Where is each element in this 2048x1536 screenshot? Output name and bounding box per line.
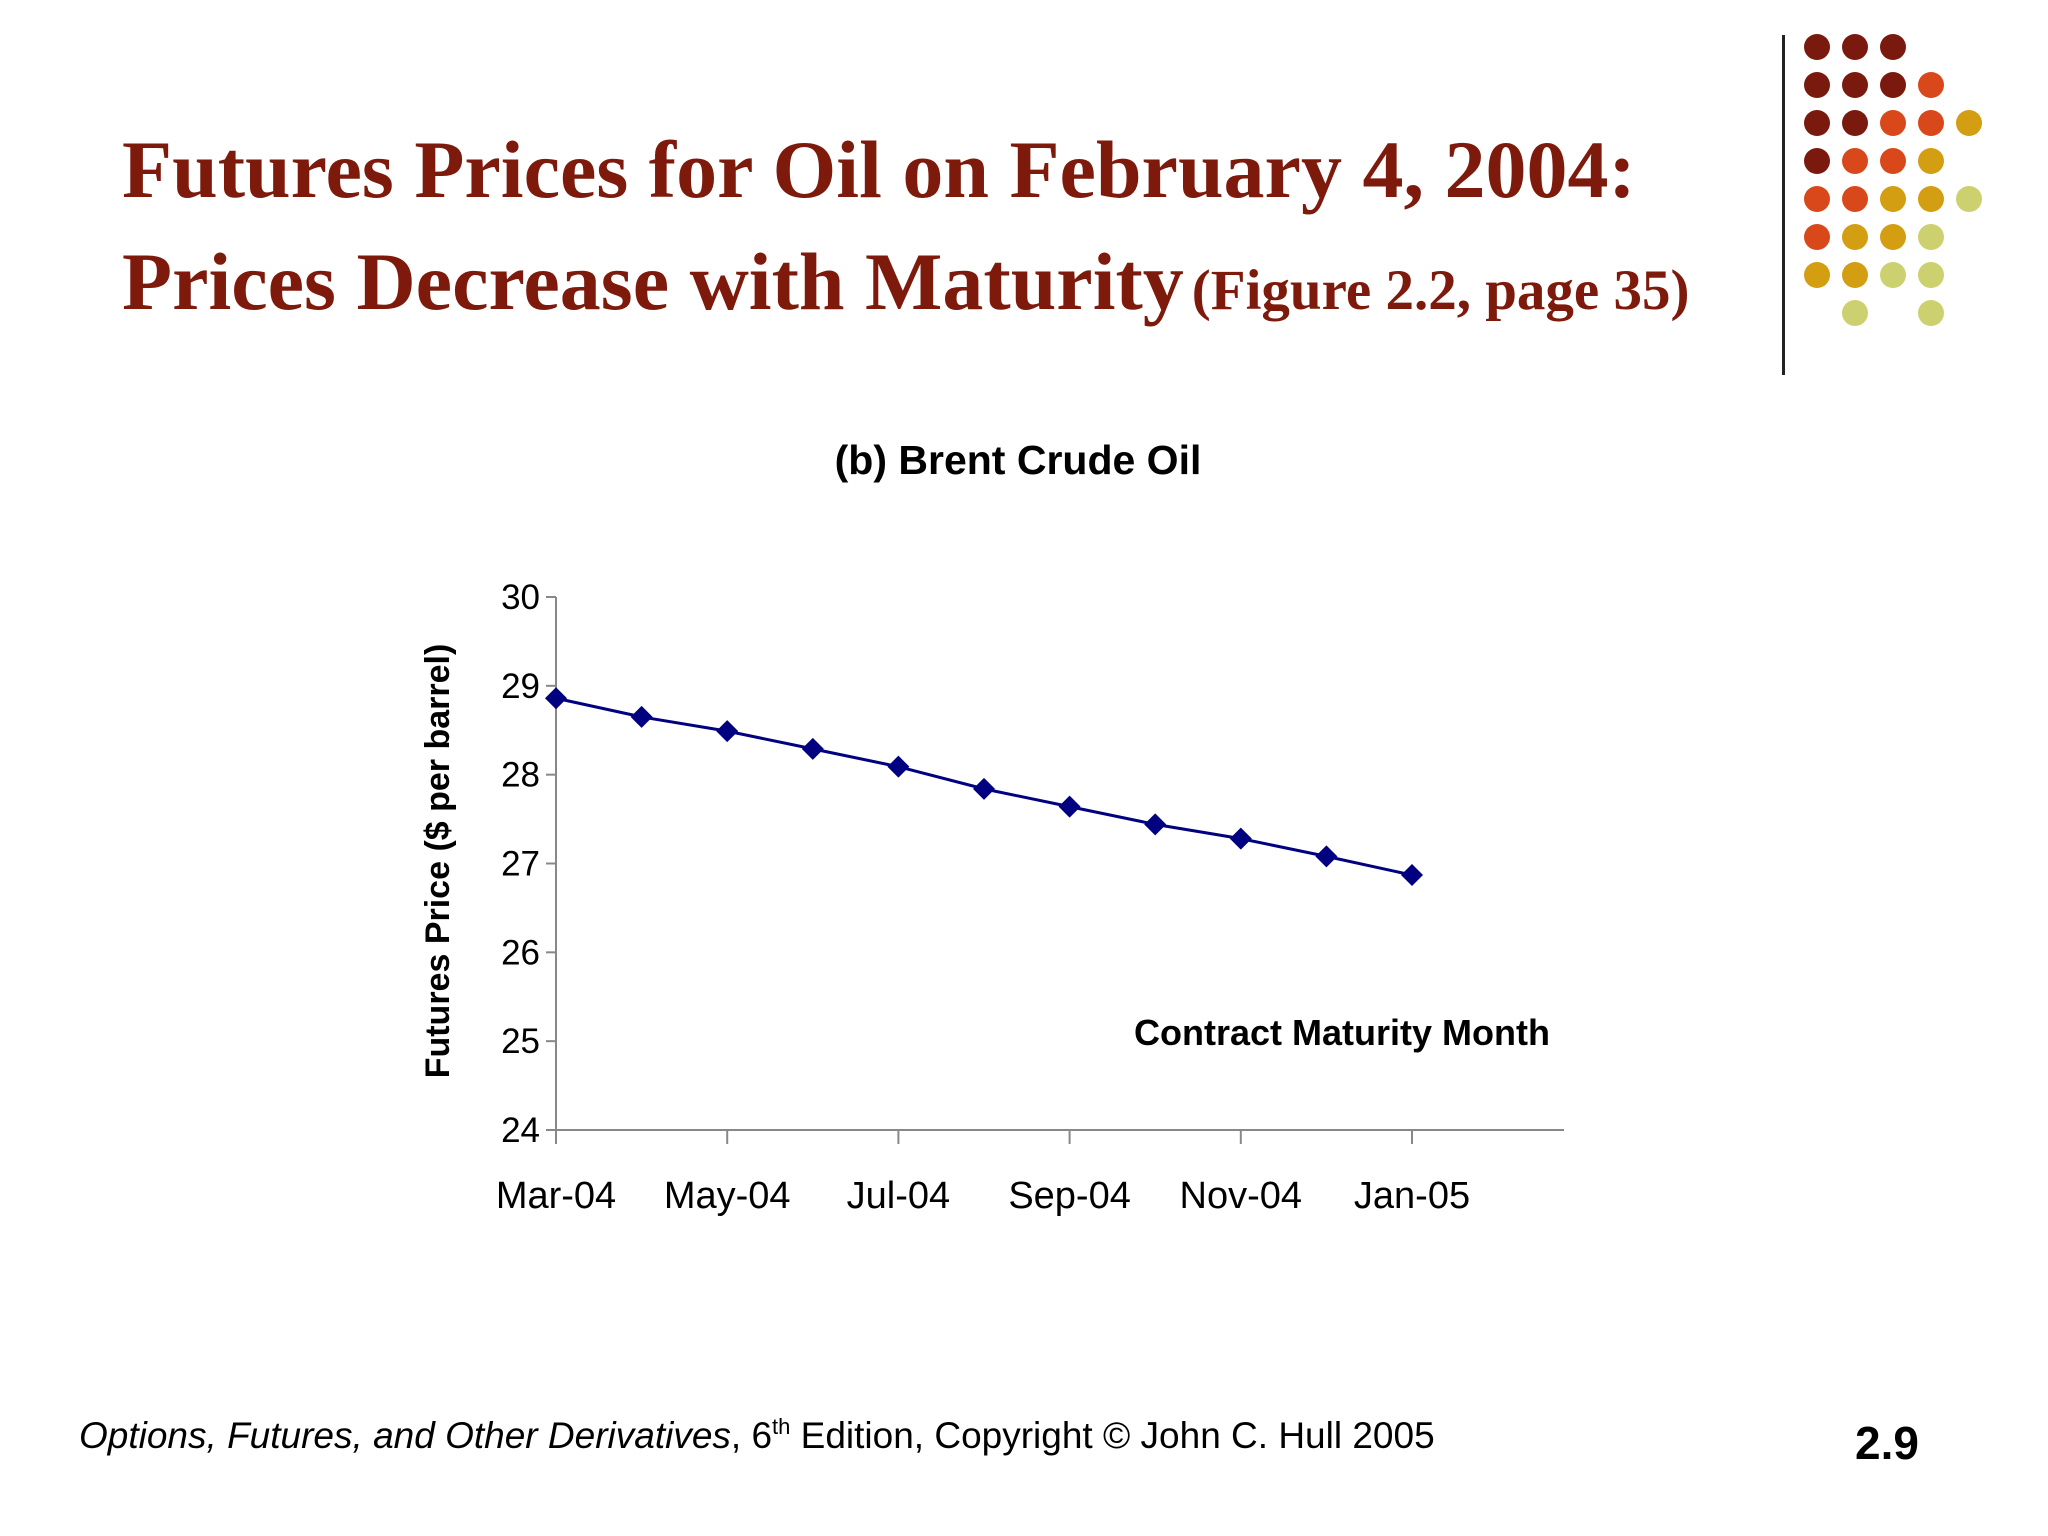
decorative-dot [1918, 262, 1944, 288]
data-point [1229, 827, 1252, 850]
data-point [973, 777, 995, 800]
title-line-1: Futures Prices for Oil on February 4, 20… [122, 124, 1636, 215]
decorative-dot [1804, 34, 1830, 60]
decorative-dot [1842, 186, 1868, 212]
decorative-dot [1918, 300, 1944, 326]
data-point [1315, 845, 1338, 868]
data-point [630, 705, 653, 728]
decorative-dot [1804, 148, 1830, 174]
footer-edition-number: 6 [751, 1415, 773, 1456]
decorative-dot [1804, 110, 1830, 136]
y-axis-label: Futures Price ($ per barrel) [419, 644, 457, 1079]
decorative-dot [1842, 224, 1868, 250]
decorative-dot [1804, 72, 1830, 98]
y-tick-label: 26 [501, 933, 540, 972]
footer-book-title: Options, Futures, and Other Derivatives [79, 1415, 731, 1456]
decorative-dot [1804, 186, 1830, 212]
decorative-dot [1880, 72, 1906, 98]
footer-citation: Options, Futures, and Other Derivatives,… [79, 1414, 1435, 1457]
y-tick-label: 24 [501, 1111, 540, 1150]
x-tick-label: Jan-05 [1354, 1175, 1470, 1217]
decorative-dot [1880, 110, 1906, 136]
data-point [545, 687, 567, 710]
decorative-dot [1956, 110, 1982, 136]
title-figure-ref: (Figure 2.2, page 35) [1191, 259, 1690, 322]
brent-crude-chart: (b) Brent Crude Oil Futures Price ($ per… [419, 437, 1564, 1217]
decorative-dot [1880, 148, 1906, 174]
x-tick-label: Mar-04 [496, 1175, 616, 1217]
x-tick-label: Nov-04 [1180, 1175, 1303, 1217]
page-number: 2.9 [1855, 1417, 1919, 1469]
data-point [1144, 813, 1167, 836]
decorative-dot [1880, 262, 1906, 288]
decorative-dot [1842, 262, 1868, 288]
data-point [801, 737, 824, 760]
data-point [1401, 864, 1423, 887]
decorative-dot-grid [1804, 34, 1982, 326]
y-tick-label: 25 [501, 1022, 540, 1061]
decorative-dot [1842, 72, 1868, 98]
y-tick-label: 28 [501, 756, 540, 795]
x-tick-label: May-04 [664, 1175, 791, 1217]
title-line-2: Prices Decrease with Maturity [122, 236, 1184, 327]
decorative-dot [1918, 148, 1944, 174]
y-tick-label: 29 [501, 667, 540, 706]
decorative-dot [1804, 262, 1830, 288]
x-axis-label: Contract Maturity Month [1134, 1012, 1550, 1053]
chart-title: (b) Brent Crude Oil [835, 437, 1202, 483]
decorative-dot [1880, 186, 1906, 212]
footer-copyright: Edition, Copyright © John C. Hull 2005 [790, 1415, 1435, 1456]
data-point [1058, 795, 1081, 818]
x-tick-label: Jul-04 [847, 1175, 951, 1217]
decorative-dot [1918, 224, 1944, 250]
decorative-dot [1880, 34, 1906, 60]
decorative-dot [1842, 34, 1868, 60]
decorative-dot [1918, 72, 1944, 98]
title-divider [1782, 35, 1785, 375]
x-tick-label: Sep-04 [1008, 1175, 1131, 1217]
data-point [716, 720, 739, 743]
decorative-dot [1842, 110, 1868, 136]
footer-separator: , [730, 1415, 752, 1456]
data-point [887, 755, 910, 778]
decorative-dot [1880, 224, 1906, 250]
decorative-dot [1918, 186, 1944, 212]
decorative-dot [1918, 110, 1944, 136]
footer-edition-suffix: th [772, 1414, 791, 1439]
decorative-dot [1804, 224, 1830, 250]
decorative-dot [1842, 148, 1868, 174]
decorative-dot [1842, 300, 1868, 326]
y-tick-label: 27 [501, 845, 540, 884]
decorative-dot [1956, 186, 1982, 212]
y-tick-label: 30 [501, 578, 540, 617]
slide-title: Futures Prices for Oil on February 4, 20… [122, 122, 1762, 346]
